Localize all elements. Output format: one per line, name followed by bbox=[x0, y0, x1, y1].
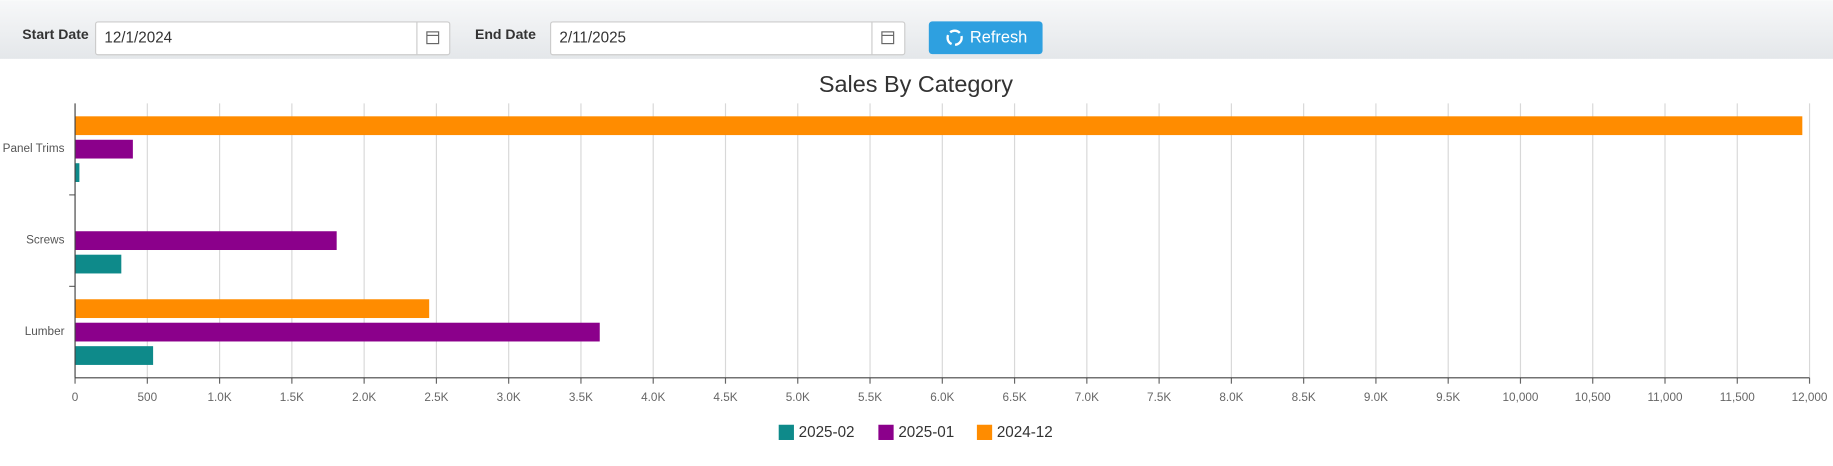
x-tick-label: 5.5K bbox=[858, 391, 882, 404]
y-tick-label: Lumber bbox=[25, 325, 65, 338]
bar bbox=[75, 254, 122, 274]
legend-swatch bbox=[976, 424, 993, 440]
x-tick-label: 3.5K bbox=[569, 391, 593, 404]
bar bbox=[75, 139, 133, 159]
bar bbox=[75, 116, 1803, 136]
x-tick-label: 1.5K bbox=[280, 391, 304, 404]
end-value: 2/11/2025 bbox=[559, 29, 626, 46]
x-tick-label: 4.0K bbox=[641, 391, 665, 404]
end-label: End Date bbox=[475, 26, 536, 42]
x-tick-label: 12,000 bbox=[1792, 391, 1828, 404]
start-value: 12/1/2024 bbox=[104, 29, 172, 46]
bar bbox=[75, 163, 80, 182]
start-label: Start Date bbox=[22, 26, 89, 42]
x-tick-label: 3.0K bbox=[497, 391, 521, 404]
bar bbox=[75, 346, 154, 365]
x-tick-label: 11,500 bbox=[1720, 391, 1755, 404]
x-tick-label: 4.5K bbox=[713, 391, 737, 404]
x-tick-label: 2.5K bbox=[424, 391, 448, 404]
x-tick-label: 8.5K bbox=[1292, 391, 1316, 404]
x-tick-label: 7.5K bbox=[1147, 391, 1171, 404]
y-tick-label: Panel Trims bbox=[3, 142, 65, 155]
x-tick-label: 6.0K bbox=[930, 391, 954, 404]
refresh-label: Refresh bbox=[970, 29, 1027, 47]
x-tick-label: 0 bbox=[72, 391, 79, 404]
bar bbox=[75, 231, 337, 251]
x-tick-label: 500 bbox=[138, 391, 158, 404]
x-tick-label: 11,000 bbox=[1648, 391, 1683, 404]
y-tick-label: Screws bbox=[26, 234, 65, 247]
x-tick-label: 6.5K bbox=[1003, 391, 1027, 404]
bar bbox=[75, 322, 600, 342]
x-tick-label: 9.0K bbox=[1364, 391, 1388, 404]
legend-label: 2025-01 bbox=[898, 424, 954, 441]
legend-swatch bbox=[878, 424, 894, 440]
x-tick-label: 8.0K bbox=[1219, 391, 1243, 404]
x-tick-label: 2.0K bbox=[352, 391, 376, 404]
legend-label: 2024-12 bbox=[997, 424, 1053, 441]
x-tick-label: 10,500 bbox=[1575, 391, 1611, 404]
bar bbox=[75, 299, 430, 319]
x-tick-label: 9.5K bbox=[1436, 391, 1460, 404]
x-tick-label: 1.0K bbox=[208, 391, 232, 404]
x-tick-label: 5.0K bbox=[786, 391, 810, 404]
chart-title: Sales By Category bbox=[819, 71, 1013, 97]
legend-label: 2025-02 bbox=[799, 424, 855, 441]
end-input[interactable]: 2/11/2025 bbox=[550, 21, 906, 56]
start-input[interactable]: 12/1/2024 bbox=[94, 21, 451, 56]
refresh-button[interactable]: Refresh bbox=[928, 21, 1043, 55]
x-tick-label: 10,000 bbox=[1503, 391, 1539, 404]
legend-swatch bbox=[778, 424, 794, 440]
x-tick-label: 7.0K bbox=[1075, 391, 1099, 404]
